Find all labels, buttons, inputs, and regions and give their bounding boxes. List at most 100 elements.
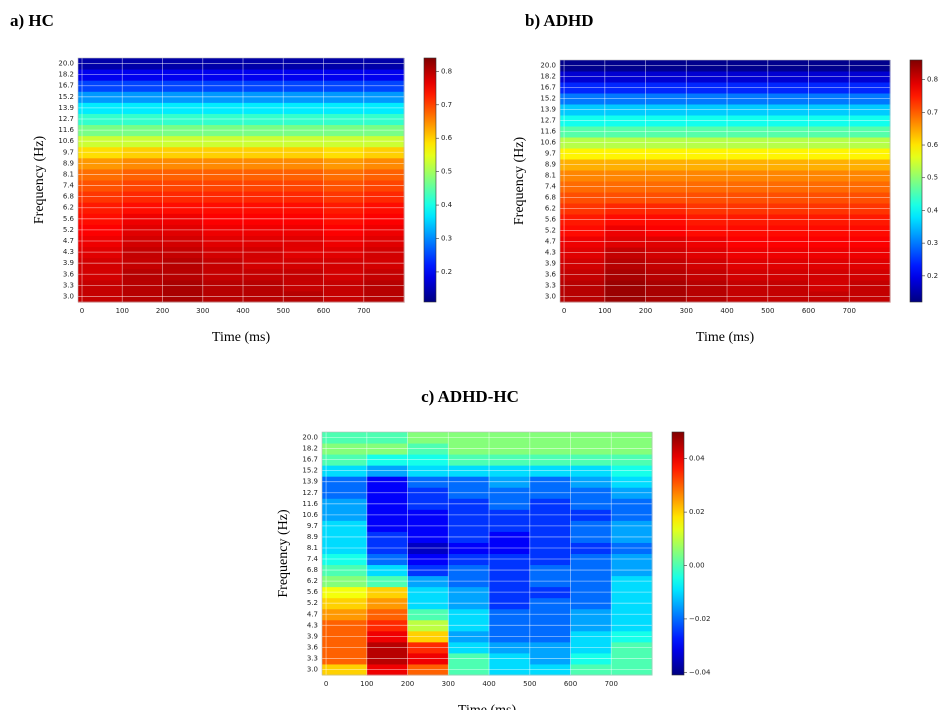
y-tick-label: 7.4	[307, 555, 319, 563]
x-tick-label: 300	[196, 307, 209, 315]
y-tick-label: 18.2	[302, 445, 318, 453]
y-tick-label: 5.6	[545, 216, 557, 224]
plot-frame	[559, 59, 891, 303]
x-tick-label: 200	[401, 680, 414, 688]
plot-frame	[77, 57, 405, 303]
x-axis-label: Time (ms)	[458, 703, 517, 710]
x-tick-label: 100	[116, 307, 129, 315]
y-tick-label: 16.7	[540, 84, 556, 92]
x-tick-label: 600	[802, 307, 815, 315]
y-tick-label: 3.3	[63, 281, 74, 289]
colorbar-tick-label: −0.02	[689, 615, 710, 623]
y-tick-label: 13.9	[58, 104, 74, 112]
y-tick-label: 3.0	[63, 292, 74, 300]
y-axis-label: Frequency (Hz)	[32, 136, 47, 225]
x-tick-label: 400	[720, 307, 733, 315]
colorbar-tick-label: 0.4	[441, 201, 453, 209]
y-tick-label: 6.8	[63, 193, 74, 201]
y-tick-label: 5.2	[63, 226, 74, 234]
colorbar-tick-label: 0.8	[441, 67, 452, 75]
y-tick-label: 6.2	[63, 204, 74, 212]
colorbar-tick-label: 0.8	[927, 76, 938, 84]
colorbar-tick-label: −0.04	[689, 668, 711, 676]
y-tick-label: 11.6	[302, 500, 318, 508]
colorbar-tick-label: 0.5	[927, 174, 938, 182]
y-tick-label: 16.7	[58, 82, 74, 90]
y-tick-label: 20.0	[540, 62, 556, 70]
x-tick-label: 400	[482, 680, 495, 688]
y-tick-label: 3.9	[307, 632, 318, 640]
y-tick-label: 10.6	[58, 137, 74, 145]
x-tick-label: 400	[236, 307, 249, 315]
colorbar	[423, 57, 437, 303]
x-tick-label: 500	[277, 307, 290, 315]
y-tick-label: 5.6	[307, 588, 319, 596]
y-tick-label: 3.6	[63, 270, 75, 278]
y-tick-label: 9.7	[307, 522, 318, 530]
colorbar-tick-label: 0.4	[927, 206, 939, 214]
y-tick-label: 6.8	[545, 194, 556, 202]
x-tick-label: 500	[761, 307, 774, 315]
y-axis-label: Frequency (Hz)	[276, 509, 291, 598]
plot-frame	[321, 431, 653, 676]
y-tick-label: 8.1	[545, 172, 556, 180]
x-tick-label: 0	[324, 680, 328, 688]
y-tick-label: 15.2	[302, 467, 318, 475]
y-tick-label: 20.0	[302, 434, 318, 442]
y-tick-label: 5.2	[307, 599, 318, 607]
colorbar	[671, 431, 685, 676]
y-tick-label: 6.2	[545, 205, 556, 213]
y-tick-label: 20.0	[58, 60, 74, 68]
chart-title: c) ADHD-HC	[421, 387, 519, 406]
y-tick-label: 5.6	[63, 215, 75, 223]
y-tick-label: 4.7	[545, 238, 556, 246]
y-tick-label: 9.7	[545, 150, 556, 158]
y-tick-label: 12.7	[540, 117, 556, 125]
y-tick-label: 12.7	[58, 115, 74, 123]
x-tick-label: 0	[80, 307, 84, 315]
y-tick-label: 6.2	[307, 577, 318, 585]
y-tick-label: 6.8	[307, 566, 318, 574]
x-axis-label: Time (ms)	[212, 330, 271, 345]
y-tick-label: 11.6	[58, 126, 74, 134]
x-tick-label: 0	[562, 307, 566, 315]
colorbar-tick-label: 0.2	[927, 272, 938, 280]
x-tick-label: 300	[680, 307, 693, 315]
y-tick-label: 8.9	[307, 533, 318, 541]
x-tick-label: 600	[564, 680, 577, 688]
x-tick-label: 200	[156, 307, 169, 315]
y-tick-label: 9.7	[63, 148, 74, 156]
x-tick-label: 100	[598, 307, 611, 315]
x-tick-label: 300	[442, 680, 455, 688]
colorbar-tick-label: 0.04	[689, 455, 705, 463]
colorbar-tick-label: 0.5	[441, 168, 452, 176]
colorbar-tick-label: 0.3	[927, 239, 938, 247]
y-tick-label: 12.7	[302, 489, 318, 497]
y-tick-label: 16.7	[302, 456, 318, 464]
y-tick-label: 13.9	[302, 478, 318, 486]
y-tick-label: 8.9	[63, 159, 74, 167]
y-tick-label: 4.3	[545, 249, 556, 257]
y-tick-label: 3.0	[545, 293, 556, 301]
colorbar-tick-label: 0.7	[441, 101, 452, 109]
colorbar-tick-label: 0.6	[441, 134, 453, 142]
y-tick-label: 13.9	[540, 106, 556, 114]
colorbar-tick-label: 0.00	[689, 562, 705, 570]
y-tick-label: 7.4	[545, 183, 557, 191]
colorbar	[909, 59, 923, 303]
y-tick-label: 3.6	[545, 271, 557, 279]
y-tick-label: 3.6	[307, 643, 319, 651]
chart-title: a) HC	[10, 11, 54, 30]
y-tick-label: 3.3	[307, 654, 318, 662]
y-tick-label: 3.9	[63, 259, 74, 267]
colorbar-tick-label: 0.3	[441, 234, 452, 242]
y-axis-label: Frequency (Hz)	[512, 137, 527, 226]
y-tick-label: 11.6	[540, 128, 556, 136]
y-tick-label: 3.3	[545, 282, 556, 290]
colorbar-tick-label: 0.7	[927, 108, 938, 116]
colorbar-tick-label: 0.2	[441, 268, 452, 276]
y-tick-label: 18.2	[58, 71, 74, 79]
y-tick-label: 15.2	[540, 95, 556, 103]
y-tick-label: 3.9	[545, 260, 556, 268]
